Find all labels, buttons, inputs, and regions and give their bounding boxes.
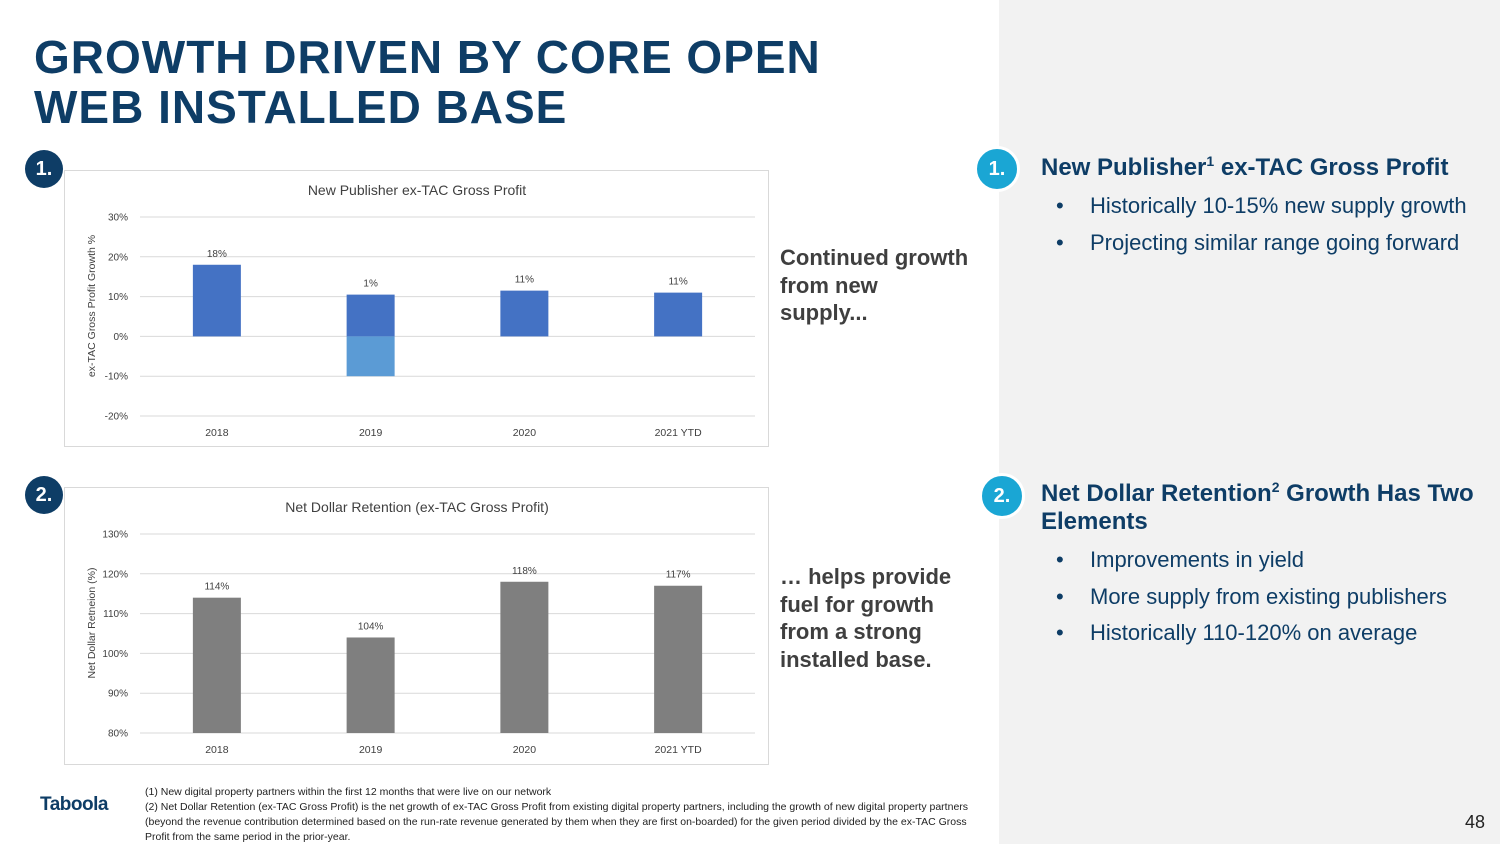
- chart-title: New Publisher ex-TAC Gross Profit: [308, 182, 526, 198]
- bar: [192, 597, 241, 733]
- x-tick-labels: 2018 2019 2020 2021 YTD: [205, 427, 702, 439]
- y-tick-label: -20%: [105, 412, 128, 423]
- data-label: 118%: [512, 566, 537, 577]
- page-number: 48: [1464, 812, 1485, 832]
- y-tick-label: 0%: [114, 332, 129, 343]
- new-publisher-chart-svg: New Publisher ex-TAC Gross Profit ex-TAC…: [86, 182, 755, 439]
- bar: [346, 336, 395, 377]
- footnote-1: (1) New digital property partners within…: [145, 786, 552, 798]
- x-tick-label: 2019: [359, 427, 383, 439]
- bars: [192, 581, 703, 733]
- x-tick-label: 2019: [359, 744, 383, 756]
- bar: [346, 637, 395, 733]
- footnote-marker: 2: [1271, 479, 1280, 495]
- data-label: 18%: [207, 249, 227, 260]
- y-tick-labels: 80% 90% 100% 110% 120% 130%: [102, 530, 128, 740]
- heading-text: ex-TAC Gross Profit: [1214, 154, 1449, 181]
- bar: [654, 292, 703, 337]
- taboola-logo: Taboola: [40, 794, 108, 815]
- callout-installed-base: … helps provide fuel for growth from a s…: [780, 564, 952, 672]
- y-tick-labels: -20% -10% 0% 10% 20% 30%: [105, 213, 128, 423]
- x-tick-label: 2020: [513, 427, 537, 439]
- footnote-2: (2) Net Dollar Retention (ex-TAC Gross P…: [145, 801, 969, 843]
- y-tick-label: 10%: [108, 292, 128, 303]
- bars: [192, 264, 703, 377]
- badge-chart-1: 1.: [25, 150, 63, 188]
- section-2-bullets: Improvements in yield More supply from e…: [1041, 542, 1496, 652]
- chart-net-dollar-retention: Net Dollar Retention (ex-TAC Gross Profi…: [64, 487, 769, 765]
- heading-text: New Publisher: [1041, 154, 1207, 181]
- y-tick-label: -10%: [105, 372, 128, 383]
- footnote-marker: 1: [1206, 153, 1215, 169]
- x-tick-label: 2018: [205, 744, 229, 756]
- bullet-item: Improvements in yield: [1041, 542, 1496, 579]
- x-tick-label: 2021 YTD: [655, 744, 703, 756]
- page-title: GROWTH DRIVEN BY CORE OPEN WEB INSTALLED…: [34, 31, 821, 133]
- callout-continued-growth: Continued growth from new supply...: [780, 245, 969, 325]
- gridlines: [140, 216, 755, 417]
- data-label: 104%: [358, 621, 384, 632]
- footnotes: (1) New digital property partners within…: [145, 785, 985, 845]
- y-tick-label: 90%: [108, 689, 128, 700]
- chart-new-publisher: New Publisher ex-TAC Gross Profit ex-TAC…: [64, 170, 769, 447]
- data-labels: 114% 104% 118% 117%: [204, 566, 690, 633]
- y-axis-label: ex-TAC Gross Profit Growth %: [86, 235, 98, 377]
- y-tick-label: 110%: [103, 609, 128, 620]
- bullet-item: More supply from existing publishers: [1041, 579, 1496, 616]
- heading-text: Growth Has Two Elements: [1041, 480, 1474, 535]
- ndr-chart-svg: Net Dollar Retention (ex-TAC Gross Profi…: [86, 499, 755, 756]
- y-tick-label: 100%: [102, 649, 128, 660]
- data-label: 11%: [668, 277, 687, 288]
- x-tick-labels: 2018 2019 2020 2021 YTD: [205, 744, 702, 756]
- x-tick-label: 2020: [513, 744, 537, 756]
- section-1-bullets: Historically 10-15% new supply growth Pr…: [1041, 188, 1496, 261]
- bullet-item: Historically 110-120% on average: [1041, 615, 1496, 652]
- heading-text: Net Dollar Retention: [1041, 480, 1272, 507]
- bar: [500, 581, 549, 733]
- section-1-heading: New Publisher1 ex-TAC Gross Profit: [1041, 154, 1491, 182]
- x-tick-label: 2018: [205, 427, 229, 439]
- data-label: 11%: [515, 275, 534, 286]
- bar: [500, 290, 549, 337]
- y-tick-label: 20%: [108, 252, 128, 263]
- y-tick-label: 130%: [102, 530, 128, 541]
- right-panel: [999, 0, 1500, 844]
- y-tick-label: 30%: [108, 213, 128, 224]
- x-tick-label: 2021 YTD: [655, 427, 703, 439]
- badge-chart-2: 2.: [25, 476, 63, 514]
- badge-section-2: 2.: [979, 473, 1025, 519]
- data-label: 1%: [363, 279, 378, 290]
- data-label: 117%: [666, 570, 691, 581]
- data-labels: 18% 1% 11% 11%: [207, 249, 688, 290]
- gridlines: [140, 533, 755, 734]
- bullet-item: Historically 10-15% new supply growth: [1041, 188, 1496, 225]
- section-2-heading: Net Dollar Retention2 Growth Has Two Ele…: [1041, 480, 1491, 536]
- badge-section-1: 1.: [974, 146, 1020, 192]
- y-axis-label: Net Dollar Retneion (%): [86, 568, 98, 679]
- y-tick-label: 80%: [108, 729, 128, 740]
- data-label: 114%: [204, 582, 229, 593]
- y-tick-label: 120%: [102, 569, 128, 580]
- bar: [192, 264, 241, 337]
- bar: [346, 294, 395, 337]
- chart-title: Net Dollar Retention (ex-TAC Gross Profi…: [285, 499, 548, 515]
- bar: [654, 585, 703, 733]
- bullet-item: Projecting similar range going forward: [1041, 225, 1496, 262]
